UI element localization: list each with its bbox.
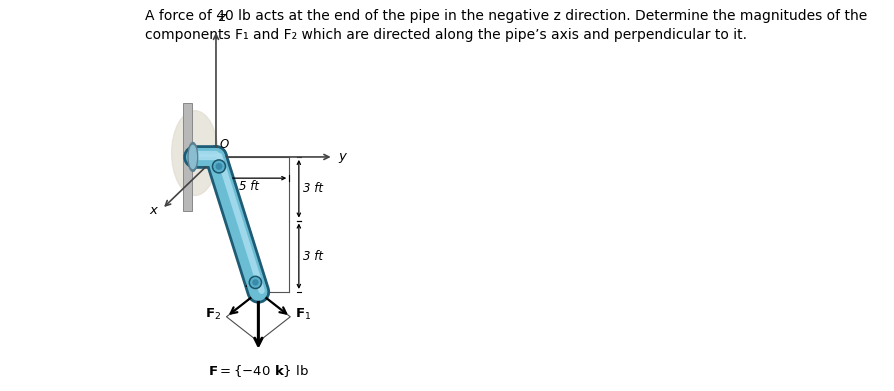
Text: O: O xyxy=(220,138,229,151)
Text: $\mathbf{F} = \{-40\ \mathbf{k}\}\ \mathrm{lb}$: $\mathbf{F} = \{-40\ \mathbf{k}\}\ \math… xyxy=(207,363,308,379)
Circle shape xyxy=(212,160,225,173)
Circle shape xyxy=(250,278,260,287)
Circle shape xyxy=(216,164,222,169)
Ellipse shape xyxy=(172,111,217,196)
Text: z: z xyxy=(217,11,224,24)
Text: $\mathbf{F}_1$: $\mathbf{F}_1$ xyxy=(295,307,311,323)
Circle shape xyxy=(214,161,224,171)
Text: 3 ft: 3 ft xyxy=(303,250,323,263)
Text: A force of 40 lb acts at the end of the pipe in the negative z direction. Determ: A force of 40 lb acts at the end of the … xyxy=(145,9,866,23)
Text: 3 ft: 3 ft xyxy=(303,182,323,195)
Text: $\mathbf{F}_2$: $\mathbf{F}_2$ xyxy=(205,307,221,323)
Text: A: A xyxy=(246,277,254,290)
Circle shape xyxy=(249,276,261,289)
Text: y: y xyxy=(338,150,346,163)
Text: 5 ft: 5 ft xyxy=(239,180,258,193)
Text: components F₁ and F₂ which are directed along the pipe’s axis and perpendicular : components F₁ and F₂ which are directed … xyxy=(145,28,746,42)
Circle shape xyxy=(253,280,257,285)
FancyBboxPatch shape xyxy=(183,103,191,211)
Ellipse shape xyxy=(188,142,198,171)
Ellipse shape xyxy=(190,145,196,169)
Text: x: x xyxy=(149,204,156,217)
